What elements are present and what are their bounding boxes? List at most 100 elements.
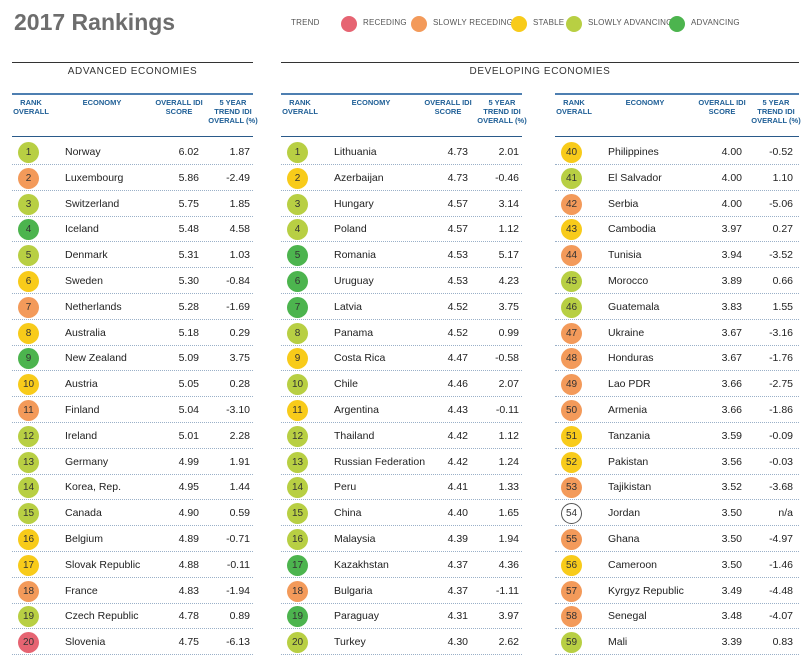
row-divider [12, 576, 253, 578]
table-row: 20 Turkey 4.30 2.62 [281, 629, 522, 656]
row-divider [12, 421, 253, 423]
row-divider [281, 163, 522, 165]
trend-value: 3.14 [498, 197, 519, 210]
idi-score: 3.89 [721, 275, 742, 287]
trend-value: 0.27 [772, 223, 793, 236]
row-divider [12, 189, 253, 191]
economy-name: Armenia [608, 404, 648, 416]
rank-badge: 12 [18, 425, 39, 447]
header-bottom-rule [555, 136, 799, 137]
rank-badge: 4 [18, 219, 39, 241]
rank-badge: 11 [287, 400, 308, 421]
table-row: 55 Ghana 3.50 -4.97 [555, 526, 799, 552]
rank-badge: 3 [18, 193, 39, 215]
trend-value: -0.11 [226, 558, 250, 571]
idi-score: 5.01 [178, 429, 199, 442]
economy-name: Mali [608, 636, 628, 649]
economy-header: ECONOMY [82, 98, 122, 107]
rank-badge: 7 [18, 296, 39, 318]
row-divider [281, 627, 522, 630]
economy-name: Peru [334, 481, 357, 494]
economy-name: Tajikistan [608, 481, 652, 494]
rank-header: RANK OVERALL [556, 98, 592, 116]
rank-badge: 41 [561, 167, 582, 189]
trend-value: 1.44 [229, 481, 250, 494]
trend-value: 3.75 [229, 352, 250, 365]
economy-name: Finland [65, 404, 100, 416]
idi-score: 3.97 [721, 223, 742, 236]
row-divider [12, 344, 253, 346]
table-row: 6 Uruguay 4.53 4.23 [281, 268, 522, 294]
table-row: 42 Serbia 4.00 -5.06 [555, 191, 799, 217]
economy-name: Lithuania [334, 146, 377, 158]
legend-stable: STABLE [533, 18, 565, 27]
trend-value: -3.52 [769, 249, 793, 262]
idi-score: 4.78 [178, 610, 199, 623]
idi-score: 4.53 [447, 275, 468, 287]
score-header: OVERALL IDI SCORE [155, 98, 203, 116]
rank-badge: 46 [561, 296, 582, 318]
trend-value: 1.12 [498, 223, 519, 236]
idi-score: 5.75 [178, 197, 199, 210]
row-divider [12, 550, 253, 552]
trend-value: 0.89 [229, 610, 250, 623]
rank-badge: 14 [18, 477, 39, 499]
idi-score: 3.49 [721, 584, 742, 597]
rank-badge: 4 [287, 219, 308, 241]
table-row: 19 Czech Republic 4.78 0.89 [12, 603, 253, 630]
rank-badge: 8 [287, 322, 308, 344]
idi-score: 5.31 [178, 249, 199, 262]
economy-name: Romania [334, 249, 377, 262]
row-divider [281, 473, 522, 475]
row-divider [555, 602, 799, 604]
trend-value: 0.29 [229, 326, 250, 339]
economy-name: Luxembourg [65, 171, 124, 184]
economy-name: Canada [65, 507, 102, 520]
idi-score: 3.50 [721, 507, 742, 520]
rank-badge: 55 [561, 529, 582, 550]
rank-badge: 58 [561, 606, 582, 628]
rank-badge: 11 [18, 400, 39, 421]
table-row: 18 France 4.83 -1.94 [12, 578, 253, 604]
legend-slowly-advancing: SLOWLY ADVANCING [588, 18, 673, 27]
rank-badge: 52 [561, 451, 582, 473]
economy-name: Malaysia [334, 533, 376, 545]
row-divider [12, 473, 253, 475]
economy-name: Slovak Republic [65, 558, 141, 571]
economy-name: Philippines [608, 146, 659, 158]
rank-badge: 10 [287, 374, 308, 396]
idi-score: 4.52 [447, 326, 468, 339]
idi-score: 4.52 [447, 300, 468, 313]
table-row: 10 Chile 4.46 2.07 [281, 371, 522, 398]
row-divider [281, 498, 522, 501]
rank-header: RANK OVERALL [282, 98, 318, 116]
rank-badge: 20 [18, 632, 39, 654]
idi-score: 4.57 [447, 223, 468, 236]
trend-value: 2.01 [498, 146, 519, 158]
trend-value: -0.09 [769, 429, 793, 442]
developing-top-rule [281, 62, 799, 63]
trend-value: 3.75 [498, 300, 519, 313]
legend-advancing: ADVANCING [691, 18, 740, 27]
rank-badge: 9 [18, 348, 39, 370]
trend-value: 4.36 [498, 558, 519, 571]
header-bottom-rule [12, 136, 253, 137]
slowly-advancing-dot-icon [566, 16, 582, 32]
rank-badge: 51 [561, 425, 582, 447]
trend-value: 2.28 [229, 429, 250, 442]
table-row: 13 Russian Federation 4.42 1.24 [281, 449, 522, 475]
advancing-dot-icon [669, 16, 685, 32]
table-row: 50 Armenia 3.66 -1.86 [555, 397, 799, 423]
economy-name: Norway [65, 146, 101, 158]
idi-score: 4.00 [721, 146, 742, 158]
trend-value: 0.99 [498, 326, 519, 339]
row-divider [281, 240, 522, 243]
trend-value: -3.68 [769, 481, 793, 494]
row-divider [555, 344, 799, 346]
economy-name: Guatemala [608, 300, 660, 313]
idi-score: 4.39 [447, 533, 468, 545]
table-row: 20 Slovenia 4.75 -6.13 [12, 629, 253, 656]
rank-badge: 12 [287, 425, 308, 447]
idi-score: 4.31 [447, 610, 468, 623]
table-row: 11 Argentina 4.43 -0.11 [281, 397, 522, 423]
